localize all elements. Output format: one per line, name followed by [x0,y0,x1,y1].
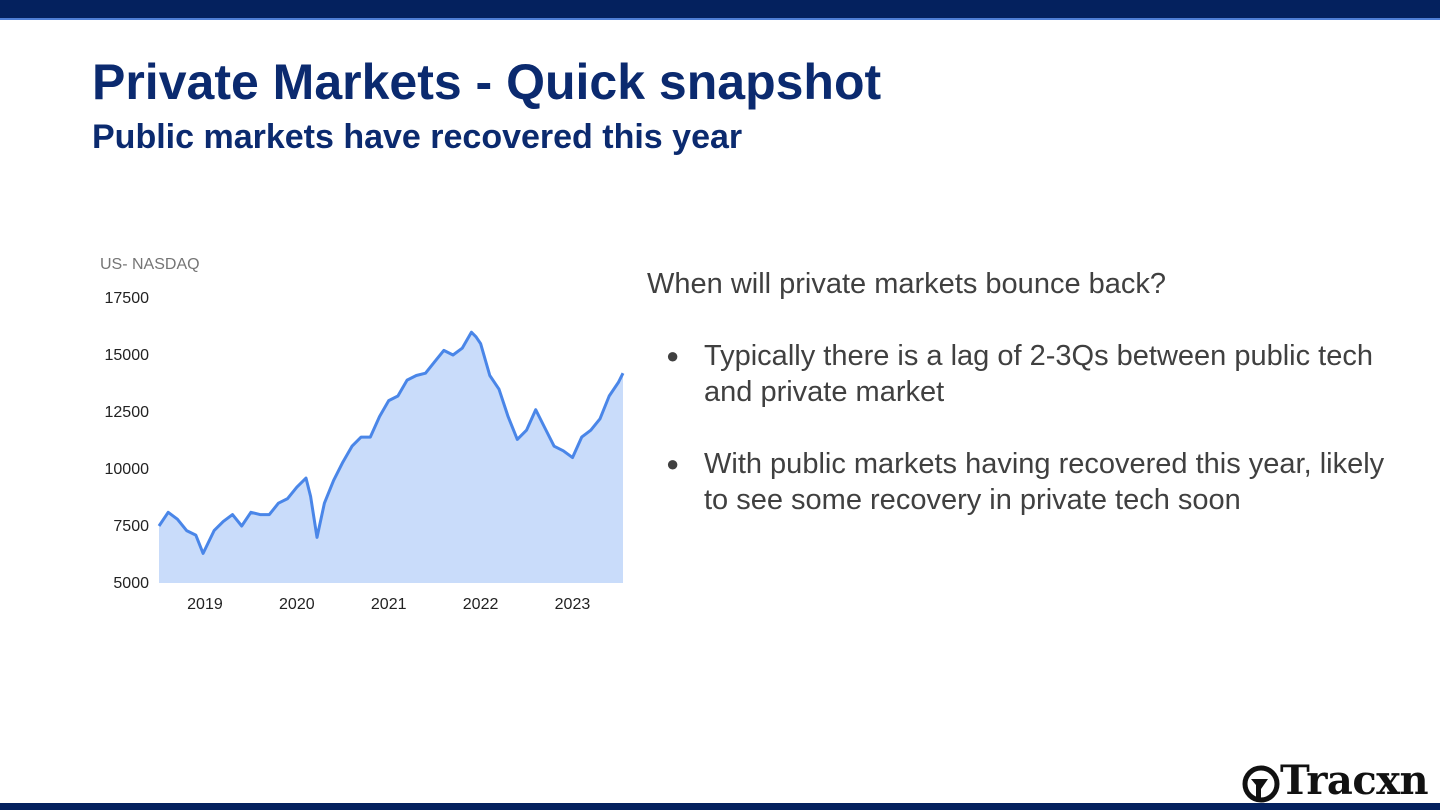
top-accent-bar [0,0,1440,18]
top-accent-line [0,18,1440,20]
x-tick-label: 2022 [463,596,499,613]
nasdaq-area [159,332,623,583]
bullet-list: ● Typically there is a lag of 2-3Qs betw… [666,338,1386,554]
bullet-text: With public markets having recovered thi… [704,448,1385,516]
slide-title: Private Markets - Quick snapshot [92,54,882,110]
x-tick-label: 2021 [371,596,407,613]
y-tick-label: 7500 [113,518,149,535]
y-tick-label: 17500 [105,290,150,307]
nasdaq-chart: US- NASDAQ 17500 15000 12500 10000 7500 5000 … [90,240,640,630]
bullet-item-lag: ● Typically there is a lag of 2-3Qs betw… [666,338,1386,410]
logo-wordmark: Tracxn [1280,757,1429,804]
tracxn-logo: Tracxn [1242,757,1429,805]
chart-title: US- NASDAQ [100,256,200,273]
y-axis-ticks: 17500 15000 12500 10000 7500 5000 [105,290,150,592]
bullet-item-recovery: ● With public markets having recovered t… [666,446,1386,518]
y-tick-label: 10000 [105,461,150,478]
x-tick-label: 2019 [187,596,223,613]
x-tick-label: 2020 [279,596,315,613]
bullet-dot-icon: ● [666,451,680,476]
x-tick-label: 2023 [555,596,591,613]
bottom-accent-bar [0,803,1440,810]
nasdaq-chart-svg: US- NASDAQ 1750015000125001000075005000 … [100,256,625,613]
tracxn-logo-icon [1242,765,1280,803]
question-text: When will private markets bounce back? [647,268,1167,300]
y-tick-label: 5000 [113,575,149,592]
nasdaq-line [157,330,625,555]
y-tick-label: 12500 [105,404,150,421]
bullet-text: Typically there is a lag of 2-3Qs betwee… [704,340,1373,408]
bullet-dot-icon: ● [666,343,680,368]
y-tick-label: 15000 [105,347,150,364]
x-axis-ticks: 2019 2020 2021 2022 2023 [187,596,590,613]
slide-subtitle: Public markets have recovered this year [92,118,743,156]
